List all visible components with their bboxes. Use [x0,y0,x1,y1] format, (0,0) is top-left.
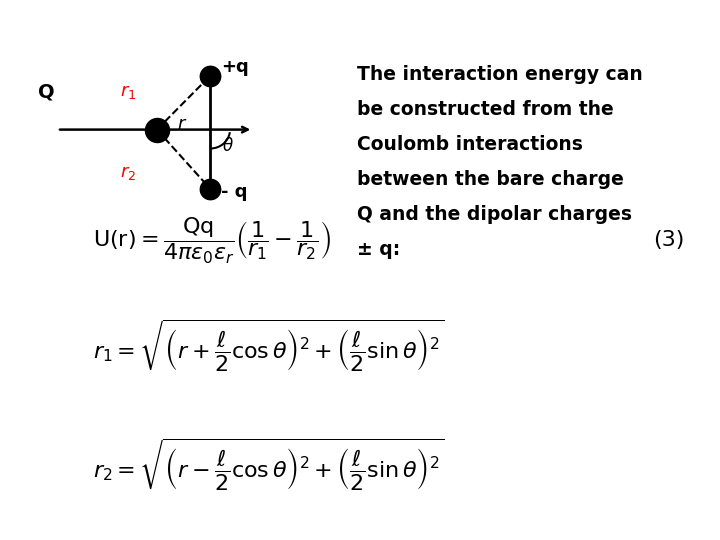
Point [204,185,216,193]
Text: ± q:: ± q: [356,240,400,259]
Text: +q: +q [221,58,249,77]
Text: $r_1 = \sqrt{\left(r+\dfrac{\ell}{2}\cos\theta\right)^2+\left(\dfrac{\ell}{2}\si: $r_1 = \sqrt{\left(r+\dfrac{\ell}{2}\cos… [93,318,444,374]
Text: $r$: $r$ [176,115,187,133]
Text: $r_2$: $r_2$ [120,164,137,182]
Text: Coulomb interactions: Coulomb interactions [356,135,582,154]
Text: (3): (3) [653,230,685,251]
Text: between the bare charge: between the bare charge [356,170,624,189]
Text: Q: Q [38,82,55,102]
Point [151,125,163,134]
Text: $r_1$: $r_1$ [120,83,137,101]
Text: $r_2 = \sqrt{\left(r-\dfrac{\ell}{2}\cos\theta\right)^2+\left(\dfrac{\ell}{2}\si: $r_2 = \sqrt{\left(r-\dfrac{\ell}{2}\cos… [93,436,444,492]
Text: - q: - q [221,183,248,201]
Text: The interaction energy can: The interaction energy can [356,65,642,84]
Text: Q and the dipolar charges: Q and the dipolar charges [356,205,631,224]
Text: $\mathrm{U(r)=}\dfrac{\mathrm{Qq}}{4\pi\varepsilon_0\varepsilon_r}\left(\dfrac{1: $\mathrm{U(r)=}\dfrac{\mathrm{Qq}}{4\pi\… [93,215,330,266]
Text: $\theta$: $\theta$ [222,137,234,155]
Point [204,71,216,80]
Text: be constructed from the: be constructed from the [356,100,613,119]
